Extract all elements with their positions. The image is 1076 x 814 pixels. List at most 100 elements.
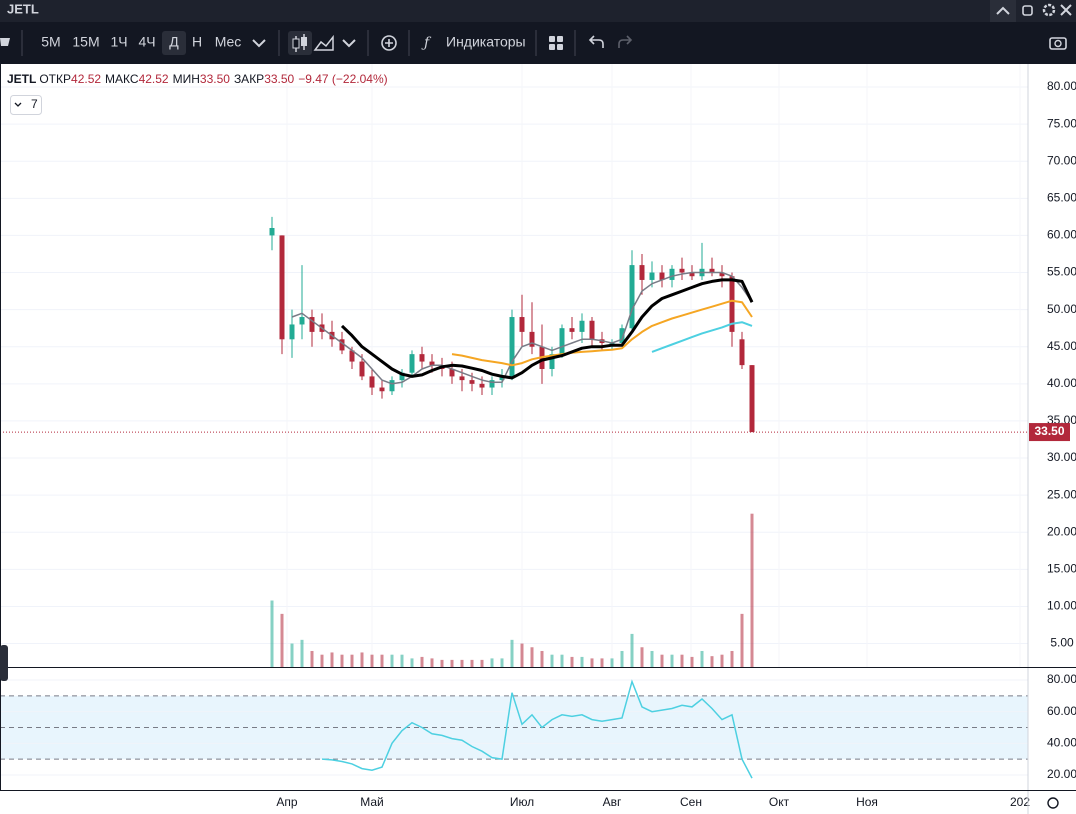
candle-body <box>579 320 585 332</box>
area-button[interactable] <box>313 34 334 51</box>
redo-button[interactable] <box>618 35 633 48</box>
legend-open-label: ОТКР <box>39 72 71 86</box>
collapse-button[interactable] <box>990 0 1016 22</box>
candle-body <box>729 276 735 332</box>
volume-bar <box>590 658 594 667</box>
legend-low: 33.50 <box>200 72 230 86</box>
close-button[interactable] <box>1060 4 1072 16</box>
volume-bar <box>290 643 294 667</box>
volume-bar <box>620 650 624 667</box>
chart-type-menu[interactable] <box>342 39 356 48</box>
y-tick-label: 55.00 <box>1047 265 1076 279</box>
volume-bar <box>650 650 654 667</box>
candle-body <box>339 339 345 351</box>
candle-body <box>689 272 695 277</box>
snapshot-icon <box>1054 39 1062 48</box>
snapshot-button[interactable] <box>1049 37 1067 50</box>
volume-bar <box>510 639 514 667</box>
x-tick-label: Май <box>360 795 384 809</box>
indicator-toggle[interactable] <box>10 95 42 115</box>
volume-bar <box>700 650 704 667</box>
axis-settings[interactable] <box>1047 797 1059 809</box>
candles-button[interactable] <box>288 31 312 55</box>
interval-button[interactable]: Д <box>169 34 179 50</box>
legend-high: 42.52 <box>139 72 169 86</box>
maximize-button[interactable] <box>1022 5 1033 16</box>
y-tick-label: 75.00 <box>1047 116 1076 130</box>
legend-close-label: ЗАКР <box>234 72 264 86</box>
layout-button[interactable] <box>549 36 563 50</box>
moving-average <box>291 271 753 385</box>
interval-menu[interactable] <box>252 39 266 48</box>
moving-average <box>451 299 753 367</box>
volume-bar <box>370 654 374 667</box>
volume-bar <box>460 659 464 667</box>
interval-button[interactable]: Мес <box>215 34 242 50</box>
candle-body <box>519 317 525 332</box>
x-tick-label: Окт <box>769 795 790 809</box>
candle-body <box>369 376 375 388</box>
volume-bar <box>630 633 634 667</box>
interval-button[interactable]: Н <box>192 34 202 50</box>
last-price-box <box>1029 423 1070 442</box>
candle-body <box>639 265 645 280</box>
y-tick-label: 70.00 <box>1047 153 1076 167</box>
cart-icon[interactable] <box>0 38 10 46</box>
volume-bar <box>300 639 304 667</box>
volume-bar <box>430 658 434 667</box>
settings-button[interactable] <box>1042 3 1056 17</box>
candle-body <box>449 368 455 377</box>
candle-body <box>459 376 465 381</box>
volume-bar <box>750 513 754 667</box>
y-tick-label: 20.00 <box>1047 524 1076 538</box>
side-tab[interactable] <box>0 645 8 681</box>
volume-bar <box>440 659 444 667</box>
volume-bar <box>380 654 384 667</box>
candle-body <box>409 354 415 373</box>
volume-bar <box>580 656 584 667</box>
legend-close: 33.50 <box>264 72 294 86</box>
y-tick-label: 80.00 <box>1047 79 1076 93</box>
candle-body <box>389 380 395 392</box>
legend-change: −9.47 (−22.04%) <box>298 72 387 86</box>
y-tick-label: 80.00 <box>1047 672 1076 686</box>
volume-bar <box>640 647 644 667</box>
volume-bar <box>280 613 284 667</box>
candle-body <box>589 320 595 340</box>
interval-button[interactable]: 1Ч <box>110 34 127 50</box>
volume-bar <box>270 600 274 667</box>
candle-body <box>379 387 385 392</box>
x-tick-label: 202 <box>1010 795 1030 809</box>
undo-button[interactable] <box>588 35 604 48</box>
volume-bar <box>320 654 324 667</box>
volume-bar <box>660 654 664 667</box>
y-tick-label: 10.00 <box>1047 599 1076 613</box>
candle-body <box>299 317 305 325</box>
interval-button[interactable]: 4Ч <box>138 34 155 50</box>
interval-button[interactable]: 5M <box>41 34 60 50</box>
y-tick-label: 15.00 <box>1047 562 1076 576</box>
last-price-label: 33.50 <box>1034 424 1064 438</box>
indicator-count: 7 <box>31 97 38 111</box>
window-symbol: JETL <box>7 1 39 16</box>
candle-body <box>289 324 295 340</box>
candle-body <box>509 317 515 377</box>
indicators-button[interactable]: Индикаторы <box>446 34 526 50</box>
compare-button[interactable] <box>381 35 397 51</box>
legend-low-label: МИН <box>173 72 200 86</box>
fx-icon: ƒ <box>421 35 432 51</box>
volume-bar <box>420 656 424 667</box>
toggle-icon <box>14 102 22 107</box>
compare-icon <box>385 39 393 47</box>
interval-button[interactable]: 15M <box>72 34 99 50</box>
legend-high-label: МАКС <box>105 72 139 86</box>
volume-bar <box>540 650 544 667</box>
candle-body <box>349 350 355 362</box>
x-tick-label: Июл <box>510 795 534 809</box>
candle-body <box>359 361 365 377</box>
x-tick-label: Апр <box>276 795 298 809</box>
candle-body <box>399 372 405 381</box>
candle-body <box>469 380 475 384</box>
volume-bar <box>340 654 344 667</box>
candle-body <box>489 380 495 388</box>
